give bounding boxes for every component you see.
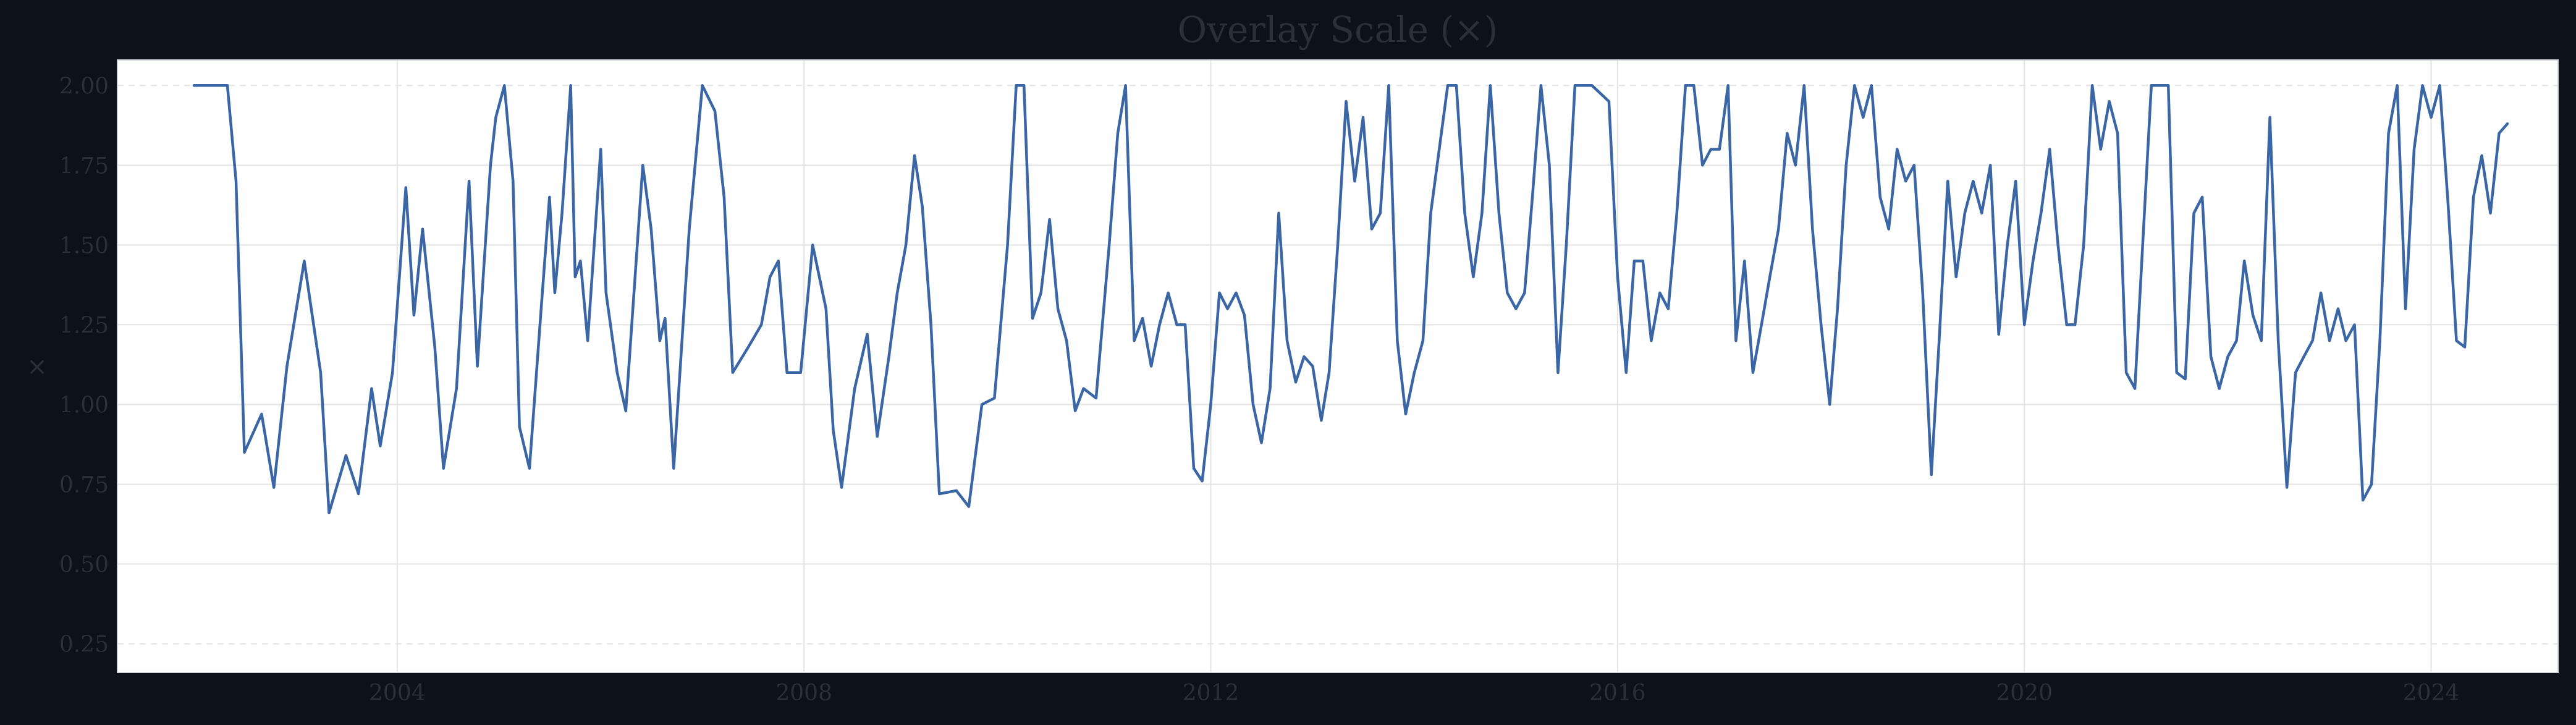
y-tick-label: 1.00 (59, 392, 109, 418)
y-axis-label: × (27, 353, 48, 381)
plot-frame (117, 59, 2559, 673)
x-tick-label: 2020 (1996, 680, 2053, 706)
x-tick-label: 2016 (1589, 680, 1646, 706)
y-tick-label: 0.75 (59, 472, 109, 498)
x-tick-labels: 2004 2008 2012 2016 2020 2024 (369, 680, 2459, 706)
y-tick-label: 1.75 (59, 153, 109, 179)
x-tick-label: 2024 (2403, 680, 2460, 706)
y-tick-label: 1.25 (59, 313, 109, 338)
x-tick-label: 2004 (369, 680, 426, 706)
x-tick-label: 2012 (1183, 680, 1239, 706)
plot-area (117, 60, 2558, 672)
y-tick-label: 0.25 (59, 632, 109, 658)
chart-title: Overlay Scale (×) (1178, 9, 1498, 51)
series-line (192, 84, 2509, 515)
x-tick-label: 2008 (775, 680, 832, 706)
y-tick-label: 2.00 (59, 74, 109, 99)
y-tick-label: 0.50 (59, 553, 109, 578)
y-tick-labels: 0.25 0.50 0.75 1.00 1.25 1.50 1.75 2.00 (59, 74, 109, 657)
y-tick-label: 1.50 (59, 233, 109, 258)
series-group (192, 84, 2509, 515)
